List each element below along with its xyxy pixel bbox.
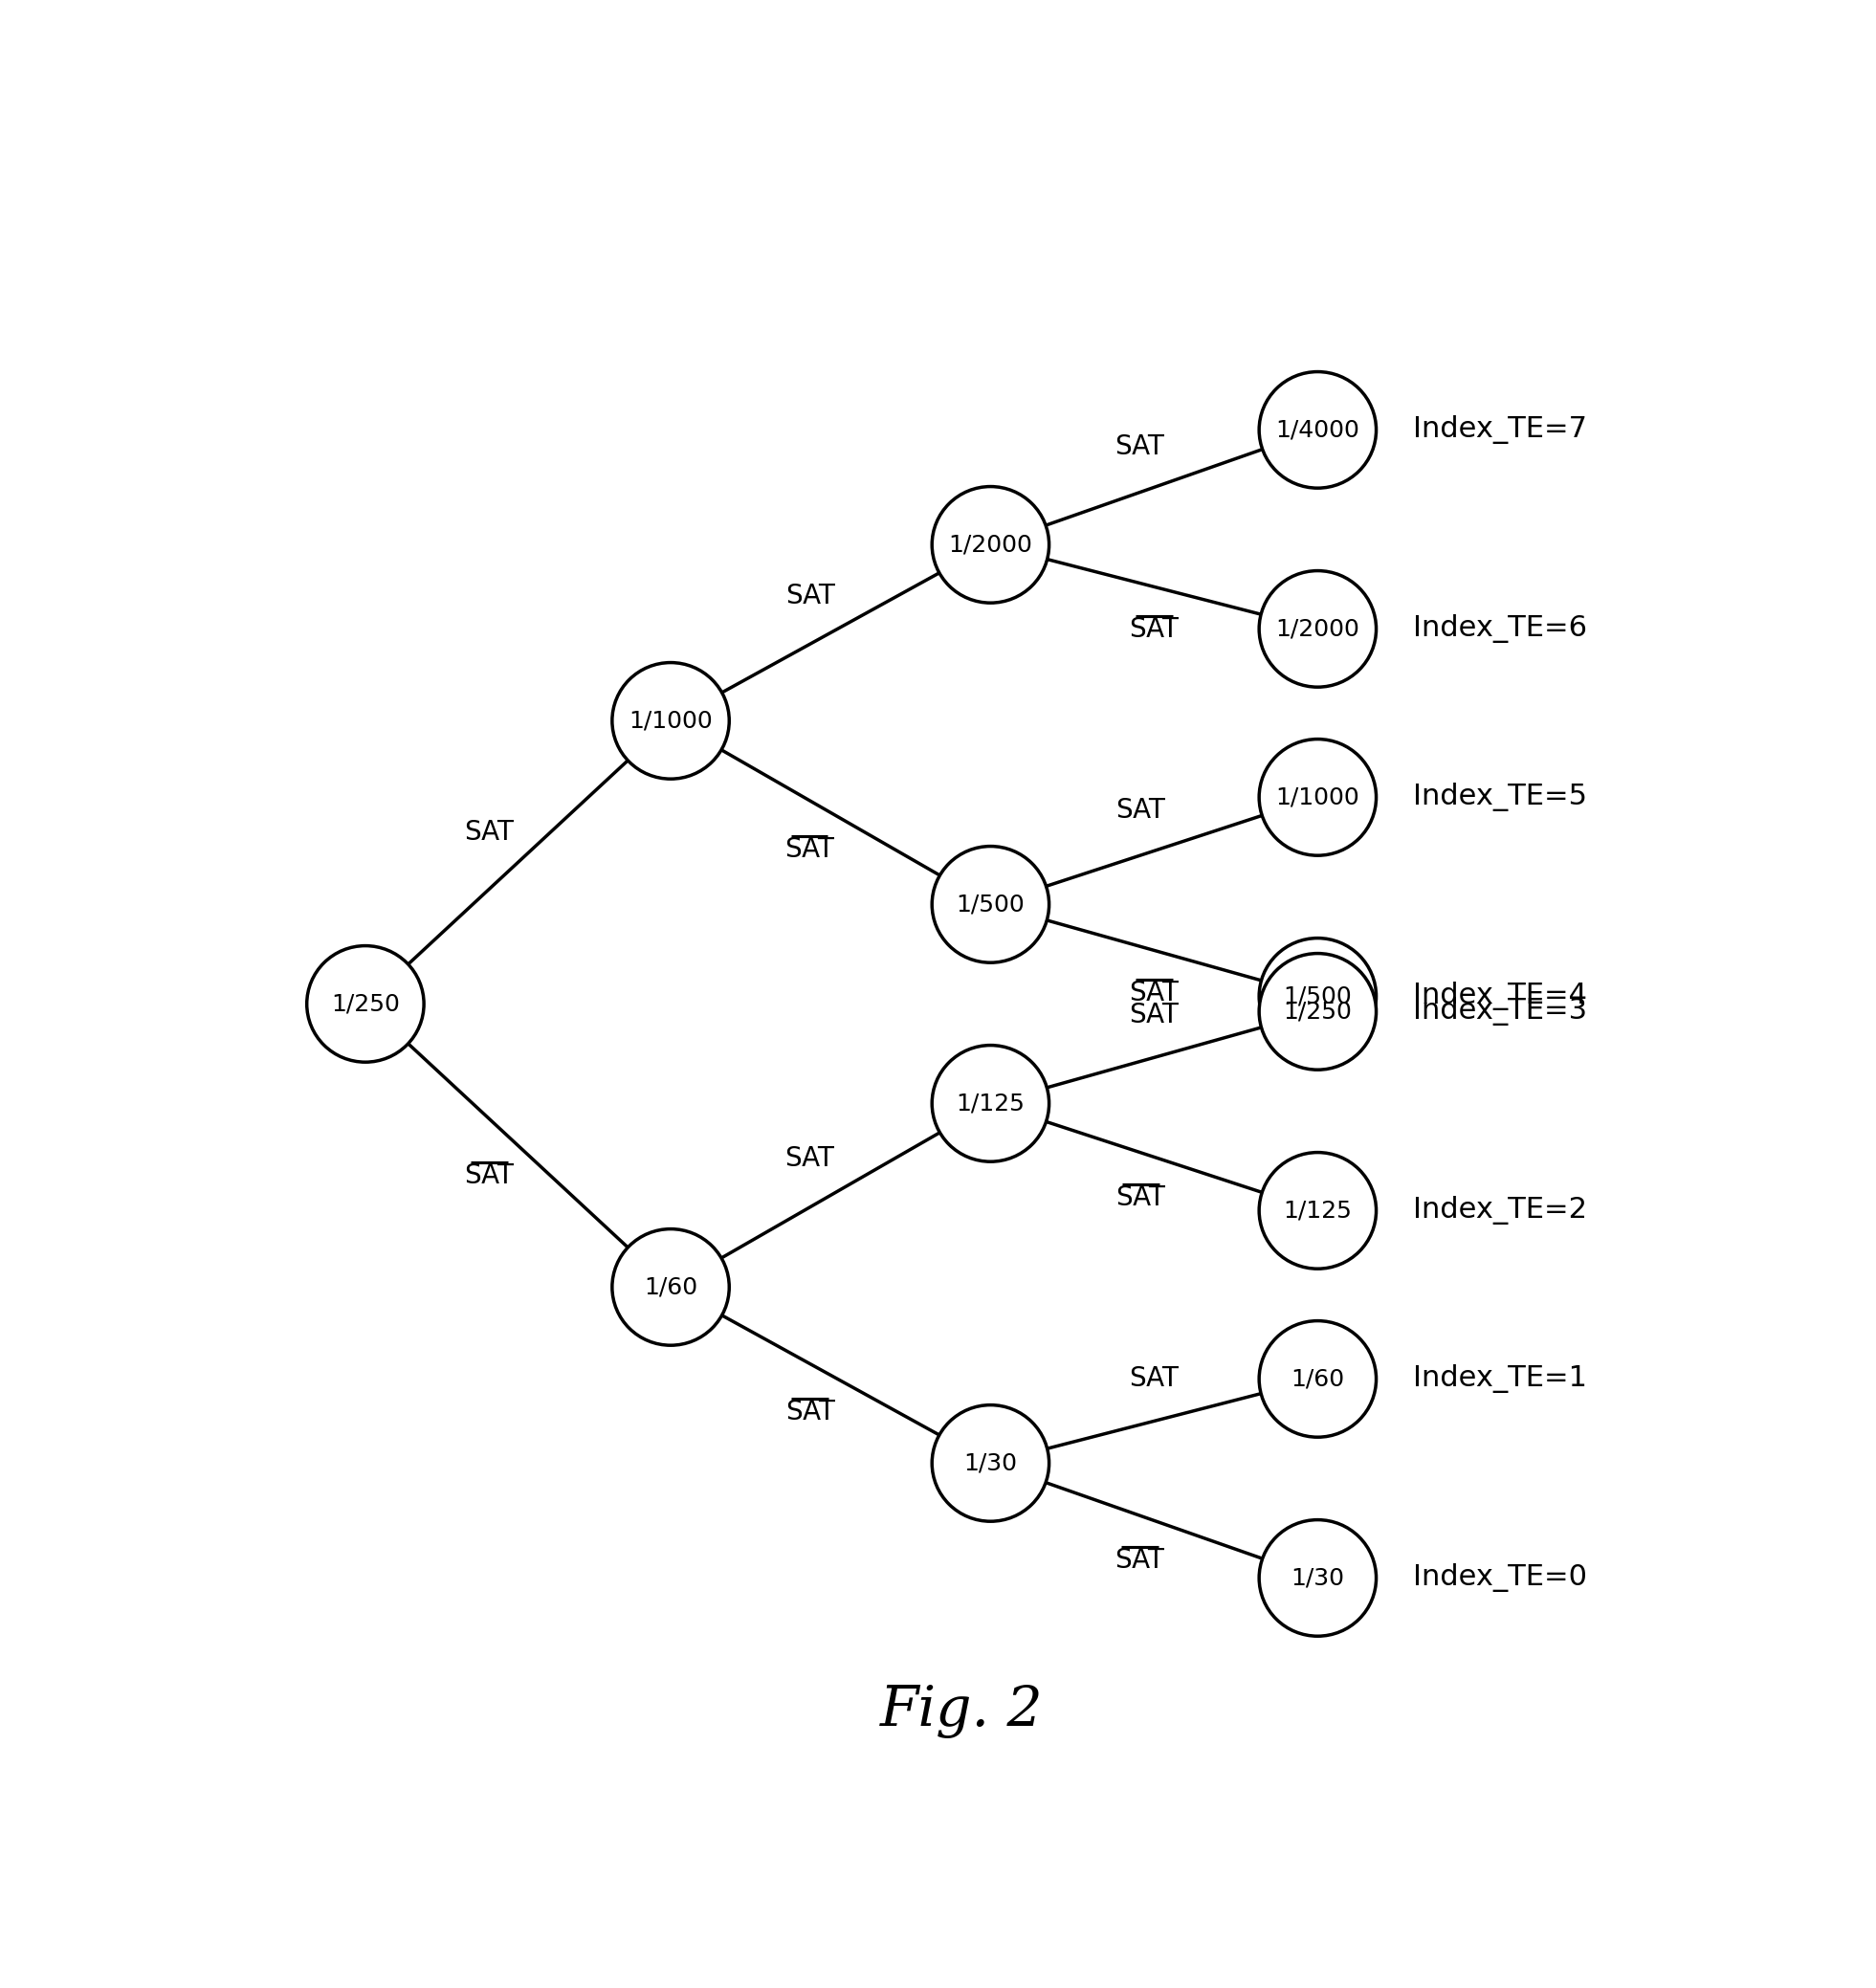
Ellipse shape — [1259, 571, 1377, 688]
Text: SAT: SAT — [1116, 1185, 1165, 1211]
Text: 1/4000: 1/4000 — [1276, 417, 1360, 441]
Ellipse shape — [1259, 954, 1377, 1070]
Text: SAT: SAT — [786, 582, 835, 608]
Text: 1/1000: 1/1000 — [628, 710, 713, 732]
Ellipse shape — [308, 946, 424, 1062]
Text: SAT: SAT — [784, 835, 835, 863]
Text: 1/500: 1/500 — [1283, 984, 1353, 1008]
Text: SAT: SAT — [465, 1163, 514, 1189]
Ellipse shape — [932, 487, 1049, 602]
Ellipse shape — [1259, 740, 1377, 855]
Text: 1/30: 1/30 — [1291, 1567, 1345, 1590]
Text: SAT: SAT — [1129, 1366, 1178, 1392]
Text: 1/60: 1/60 — [1291, 1368, 1345, 1390]
Text: Index_TE=1: Index_TE=1 — [1413, 1364, 1587, 1394]
Text: SAT: SAT — [1114, 1547, 1165, 1574]
Text: 1/1000: 1/1000 — [1276, 785, 1360, 809]
Ellipse shape — [1259, 938, 1377, 1054]
Text: SAT: SAT — [465, 819, 514, 845]
Text: Index_TE=4: Index_TE=4 — [1413, 982, 1587, 1010]
Ellipse shape — [932, 1406, 1049, 1521]
Text: SAT: SAT — [1116, 797, 1165, 823]
Text: 1/2000: 1/2000 — [1276, 618, 1360, 640]
Text: Fig. 2: Fig. 2 — [880, 1684, 1043, 1738]
Text: SAT: SAT — [1129, 980, 1178, 1006]
Ellipse shape — [1259, 372, 1377, 489]
Text: 1/30: 1/30 — [964, 1451, 1017, 1475]
Ellipse shape — [612, 1229, 730, 1346]
Ellipse shape — [1259, 1519, 1377, 1636]
Text: Index_TE=7: Index_TE=7 — [1413, 415, 1587, 443]
Text: SAT: SAT — [1129, 1002, 1178, 1028]
Text: Index_TE=3: Index_TE=3 — [1413, 998, 1587, 1026]
Text: 1/250: 1/250 — [330, 992, 400, 1016]
Text: 1/500: 1/500 — [957, 893, 1024, 916]
Text: Index_TE=2: Index_TE=2 — [1413, 1197, 1587, 1225]
Ellipse shape — [932, 1046, 1049, 1161]
Ellipse shape — [612, 662, 730, 779]
Text: 1/2000: 1/2000 — [949, 533, 1032, 557]
Text: Index_TE=5: Index_TE=5 — [1413, 783, 1587, 811]
Text: 1/250: 1/250 — [1283, 1000, 1353, 1024]
Text: 1/125: 1/125 — [957, 1091, 1024, 1115]
Text: Index_TE=0: Index_TE=0 — [1413, 1565, 1587, 1592]
Text: Index_TE=6: Index_TE=6 — [1413, 614, 1587, 644]
Text: SAT: SAT — [1114, 433, 1165, 461]
Text: SAT: SAT — [784, 1145, 835, 1173]
Ellipse shape — [1259, 1320, 1377, 1437]
Text: SAT: SAT — [1129, 616, 1178, 642]
Text: 1/60: 1/60 — [643, 1276, 698, 1298]
Text: 1/125: 1/125 — [1283, 1199, 1353, 1223]
Ellipse shape — [932, 847, 1049, 962]
Text: SAT: SAT — [786, 1400, 835, 1425]
Ellipse shape — [1259, 1153, 1377, 1268]
